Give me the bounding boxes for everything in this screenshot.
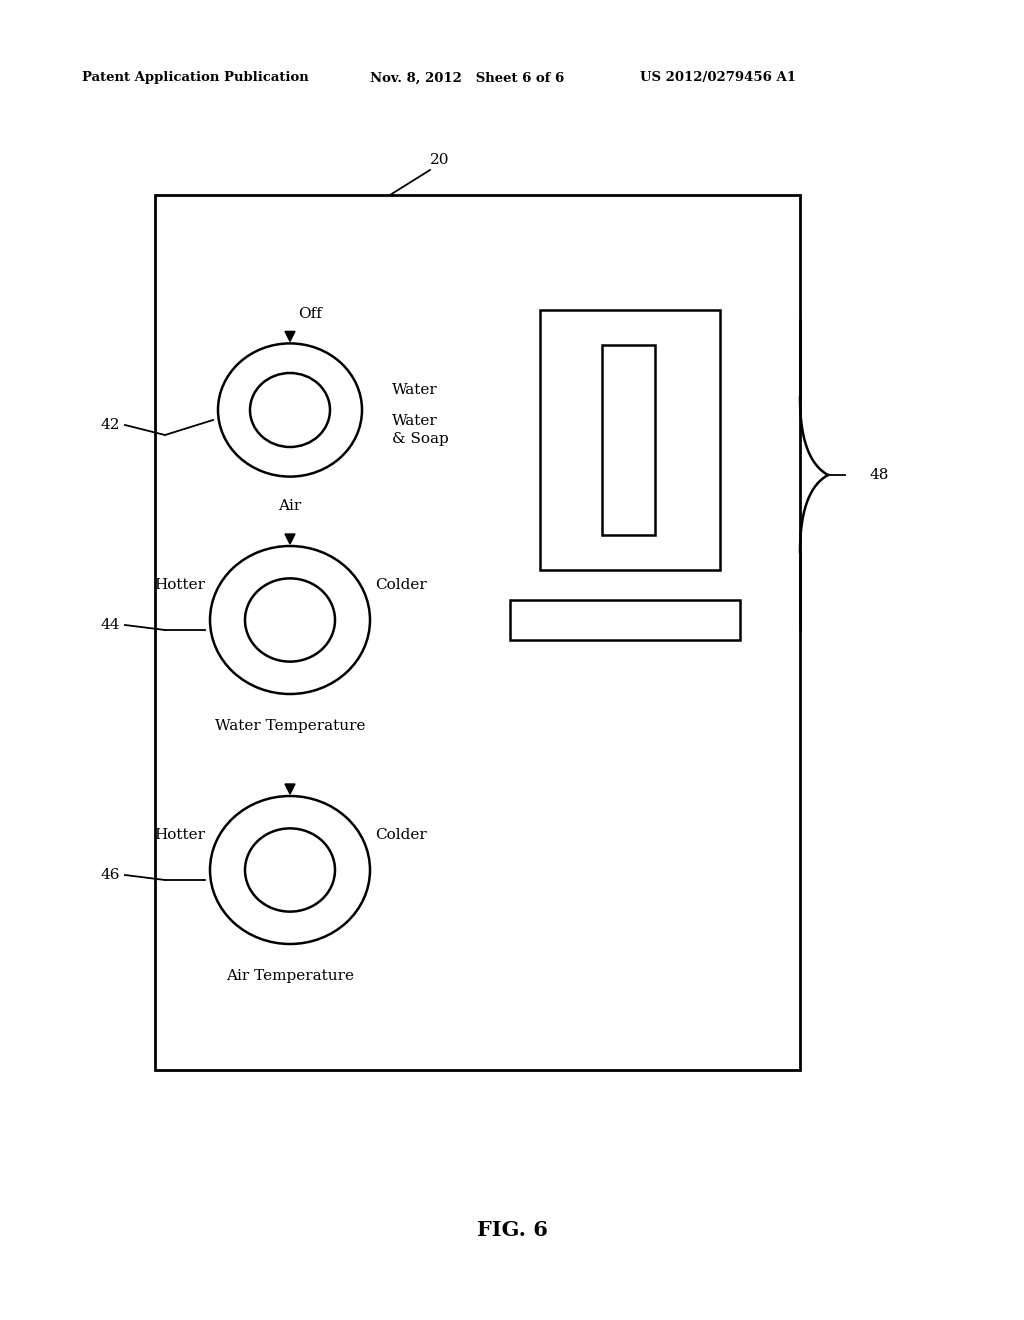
Text: 42: 42	[100, 418, 120, 432]
Text: Air: Air	[279, 499, 302, 512]
Text: US 2012/0279456 A1: US 2012/0279456 A1	[640, 71, 796, 84]
Polygon shape	[285, 535, 295, 544]
Text: Colder: Colder	[375, 828, 427, 842]
Text: Colder: Colder	[375, 578, 427, 591]
Text: Nov. 8, 2012   Sheet 6 of 6: Nov. 8, 2012 Sheet 6 of 6	[370, 71, 564, 84]
Text: Water Temperature: Water Temperature	[215, 719, 366, 733]
Text: Air Temperature: Air Temperature	[226, 969, 354, 983]
Text: Hotter: Hotter	[154, 578, 205, 591]
Polygon shape	[285, 331, 295, 342]
Text: Hotter: Hotter	[154, 828, 205, 842]
Polygon shape	[285, 784, 295, 795]
Bar	[510, 601, 740, 640]
Bar	[155, 195, 800, 1071]
Text: 46: 46	[100, 869, 120, 882]
Text: Off: Off	[298, 308, 322, 321]
Text: 20: 20	[430, 153, 450, 168]
Text: Patent Application Publication: Patent Application Publication	[82, 71, 309, 84]
Bar	[540, 310, 720, 570]
Text: 44: 44	[100, 618, 120, 632]
Text: 48: 48	[870, 469, 890, 482]
Text: Water: Water	[392, 383, 437, 397]
Bar	[602, 345, 655, 535]
Text: FIG. 6: FIG. 6	[476, 1220, 548, 1239]
Text: Water
& Soap: Water & Soap	[392, 414, 449, 446]
